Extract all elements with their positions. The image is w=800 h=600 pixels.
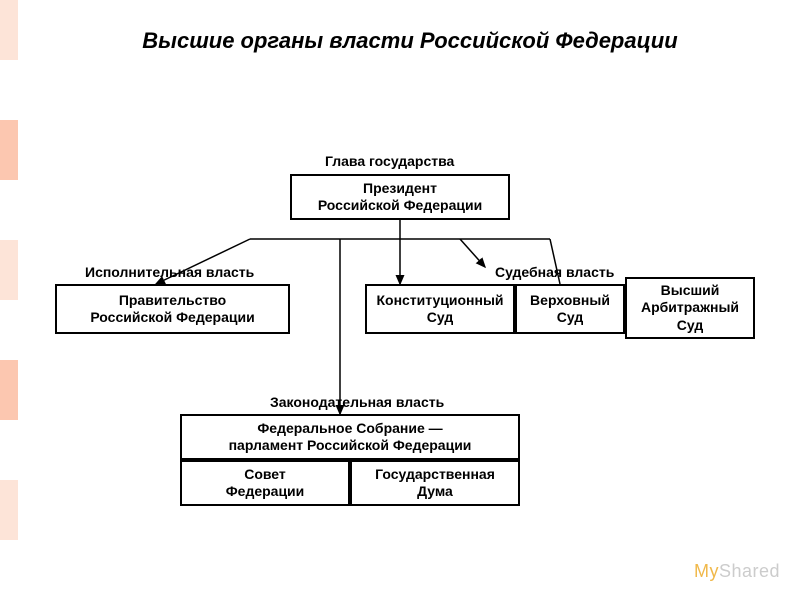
node-supreme-court: ВерховныйСуд bbox=[515, 284, 625, 334]
diagram-content: Высшие органы власти Российской Федераци… bbox=[30, 10, 790, 590]
sidebar-seg bbox=[0, 300, 18, 360]
label-executive: Исполнительная власть bbox=[85, 264, 254, 280]
watermark-suffix: Shared bbox=[719, 561, 780, 581]
watermark-prefix: My bbox=[694, 561, 719, 581]
node-state-duma: ГосударственнаяДума bbox=[350, 460, 520, 506]
node-constitutional-court: КонституционныйСуд bbox=[365, 284, 515, 334]
node-federation-council: СоветФедерации bbox=[180, 460, 350, 506]
node-federal-assembly: Федеральное Собрание —парламент Российск… bbox=[180, 414, 520, 460]
sidebar-seg bbox=[0, 420, 18, 480]
diagram-title: Высшие органы власти Российской Федераци… bbox=[30, 28, 790, 54]
label-legislative: Законодательная власть bbox=[270, 394, 444, 410]
diagram-canvas: Глава государства Исполнительная власть … bbox=[30, 79, 770, 559]
sidebar-seg bbox=[0, 180, 18, 240]
node-arbitration-court: ВысшийАрбитражныйСуд bbox=[625, 277, 755, 339]
sidebar-seg bbox=[0, 120, 18, 180]
sidebar-seg bbox=[0, 60, 18, 120]
watermark: MyShared bbox=[694, 561, 780, 582]
label-head-of-state: Глава государства bbox=[325, 153, 454, 169]
sidebar-seg bbox=[0, 0, 18, 60]
node-president: ПрезидентРоссийской Федерации bbox=[290, 174, 510, 220]
sidebar-seg bbox=[0, 480, 18, 540]
sidebar-seg bbox=[0, 240, 18, 300]
sidebar-seg bbox=[0, 540, 18, 600]
sidebar-seg bbox=[0, 360, 18, 420]
node-government: ПравительствоРоссийской Федерации bbox=[55, 284, 290, 334]
decorative-sidebar bbox=[0, 0, 18, 600]
label-judicial: Судебная власть bbox=[495, 264, 614, 280]
